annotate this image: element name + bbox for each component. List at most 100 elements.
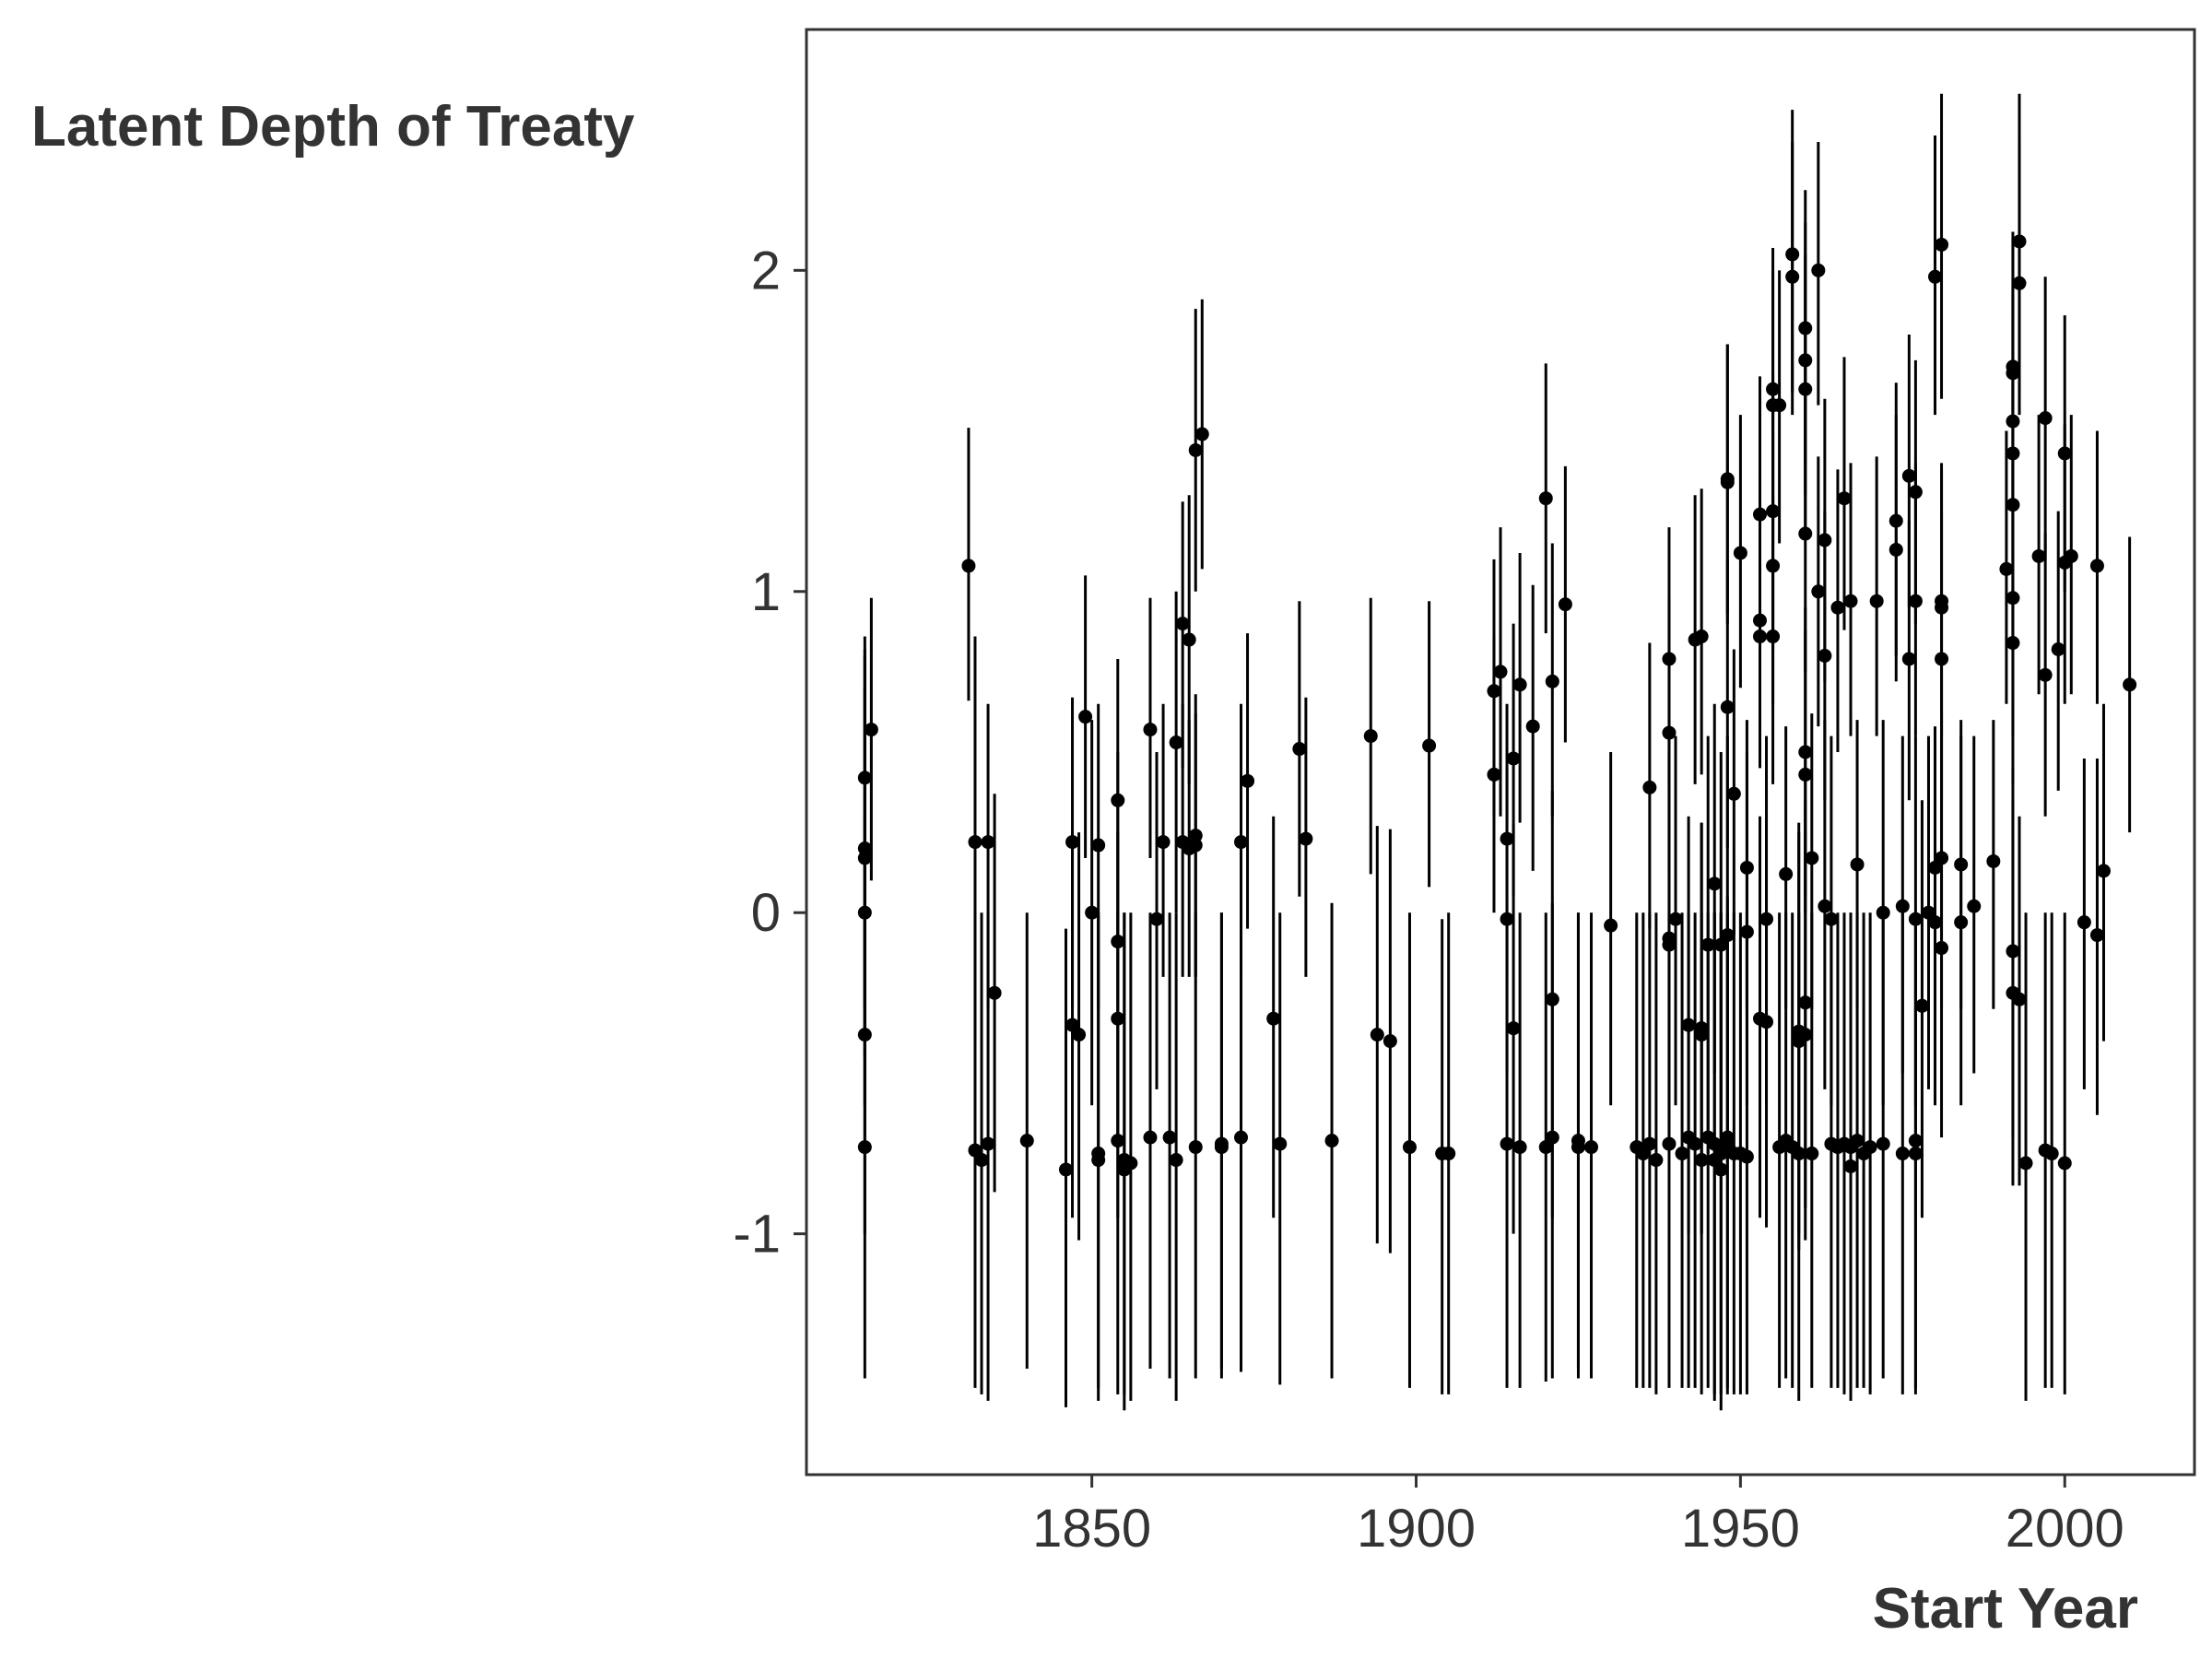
data-point	[1694, 1028, 1709, 1042]
data-point	[1876, 1136, 1890, 1151]
data-point	[1935, 941, 1949, 956]
data-point	[1241, 773, 1255, 788]
data-point	[2051, 641, 2065, 656]
data-point	[2031, 548, 2046, 563]
data-point	[1798, 767, 1813, 782]
data-point	[2089, 928, 2104, 943]
data-point	[1935, 600, 1949, 615]
data-point	[1720, 1130, 1735, 1145]
data-point	[1766, 382, 1781, 396]
data-point	[1019, 1134, 1034, 1148]
data-point	[1928, 269, 1943, 284]
data-point	[1214, 1140, 1229, 1155]
data-point	[1798, 353, 1813, 368]
data-point	[857, 1028, 872, 1042]
y-tick-label: 2	[751, 241, 781, 300]
data-point	[1935, 851, 1949, 865]
data-point	[1604, 918, 1618, 933]
data-point	[1908, 485, 1923, 500]
data-point	[1058, 1162, 1073, 1177]
data-point	[2038, 411, 2053, 426]
data-marks	[857, 93, 2137, 1411]
data-point	[857, 905, 872, 920]
x-axis-title: Start Year	[1872, 1577, 2138, 1641]
data-point	[1500, 912, 1514, 926]
data-point	[1843, 1159, 1858, 1173]
data-point	[1292, 742, 1307, 757]
data-point	[1382, 1034, 1397, 1049]
data-point	[1175, 617, 1190, 631]
data-point	[1525, 719, 1540, 734]
data-point	[1194, 427, 1209, 441]
data-point	[1662, 652, 1677, 666]
data-point	[2006, 944, 2020, 959]
data-point	[1188, 838, 1203, 853]
data-point	[1512, 1140, 1527, 1155]
data-point	[2123, 677, 2137, 692]
data-point	[2006, 446, 2020, 461]
data-point	[1785, 269, 1800, 284]
data-point	[1901, 652, 1916, 666]
data-point	[1143, 1130, 1158, 1145]
data-point	[1766, 559, 1781, 573]
data-point	[1908, 912, 1923, 926]
data-point	[1402, 1140, 1417, 1155]
data-point	[1584, 1140, 1599, 1155]
data-point	[1707, 877, 1722, 891]
data-point	[1798, 745, 1813, 759]
data-point	[1149, 912, 1164, 926]
data-point	[1850, 1134, 1865, 1148]
data-point	[1752, 507, 1767, 522]
data-point	[1662, 937, 1677, 952]
data-point	[1720, 700, 1735, 714]
data-point	[1188, 1140, 1203, 1155]
data-point	[1901, 468, 1916, 483]
x-tick-label: 1950	[1681, 1499, 1800, 1559]
data-point	[1091, 838, 1106, 853]
data-point	[1824, 912, 1839, 926]
data-point	[1752, 613, 1767, 628]
data-point	[1954, 857, 1969, 872]
data-point	[1324, 1134, 1339, 1148]
data-point	[1766, 629, 1781, 644]
data-point	[1759, 912, 1774, 926]
data-point	[1538, 491, 1553, 506]
data-point	[1908, 1147, 1923, 1161]
data-point	[2038, 667, 2053, 682]
data-point	[1876, 905, 1890, 920]
data-point	[1363, 729, 1378, 744]
data-point	[1772, 398, 1787, 413]
data-point	[1843, 594, 1858, 608]
data-point	[974, 1153, 989, 1168]
data-point	[1111, 1011, 1125, 1026]
data-point	[1850, 857, 1865, 872]
data-point	[1739, 860, 1754, 875]
data-point	[1863, 1140, 1877, 1155]
data-point	[1111, 1134, 1125, 1148]
data-point	[857, 771, 872, 785]
data-point	[1182, 632, 1196, 647]
data-point	[1779, 866, 1794, 881]
data-point	[1642, 780, 1657, 794]
data-point	[1188, 442, 1203, 457]
data-point	[1798, 995, 1813, 1010]
data-point	[1370, 1028, 1384, 1042]
data-point	[1914, 998, 1929, 1013]
y-tick-label: 0	[751, 883, 781, 943]
data-point	[2012, 234, 2027, 249]
data-point	[1798, 321, 1813, 335]
data-point	[1792, 1147, 1806, 1161]
data-point	[864, 723, 878, 737]
data-point	[1124, 1156, 1138, 1171]
data-point	[1739, 924, 1754, 939]
data-point	[1422, 738, 1437, 753]
data-point	[1837, 491, 1852, 506]
data-point	[1234, 1130, 1249, 1145]
data-point	[2044, 1147, 2059, 1161]
data-point	[1506, 751, 1521, 766]
data-point	[1558, 597, 1572, 612]
data-point	[1072, 1028, 1087, 1042]
data-point	[2018, 1156, 2033, 1171]
data-point	[1441, 1147, 1456, 1161]
